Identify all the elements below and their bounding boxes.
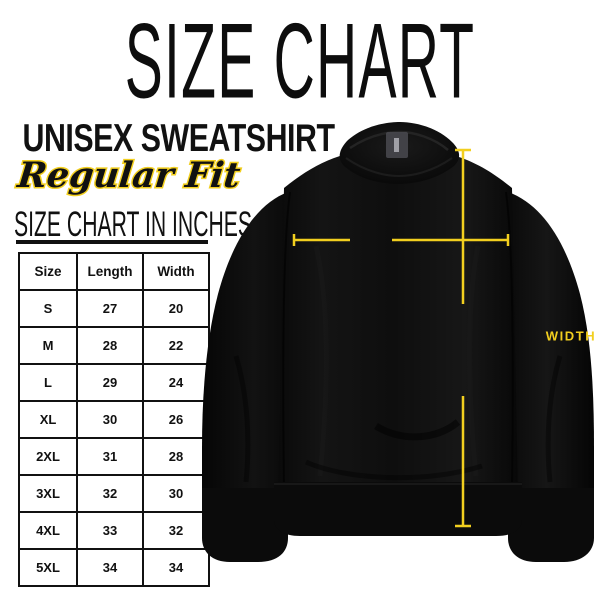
cell-width: 34 — [142, 548, 210, 587]
table-header-row: Size Length Width — [18, 252, 210, 291]
table-row: 5XL 34 34 — [18, 548, 210, 587]
right-shoulder-seam — [505, 191, 514, 489]
bottom-hem — [274, 482, 522, 536]
sweatshirt-svg — [202, 122, 594, 562]
cell-size: L — [18, 363, 78, 402]
column-header-length: Length — [76, 252, 144, 291]
fabric-fold — [233, 355, 251, 483]
left-shoulder-seam — [282, 191, 291, 489]
right-sleeve — [508, 192, 594, 526]
right-cuff — [508, 488, 594, 562]
cell-width: 28 — [142, 437, 210, 476]
cell-length: 28 — [76, 326, 144, 365]
cell-length: 34 — [76, 548, 144, 587]
fabric-fold — [374, 419, 461, 441]
table-row: 4XL 33 32 — [18, 511, 210, 550]
fabric-fold — [545, 355, 563, 483]
table-row: L 29 24 — [18, 363, 210, 402]
table-row: XL 30 26 — [18, 400, 210, 439]
fabric-fold — [467, 245, 481, 477]
column-header-size: Size — [18, 252, 78, 291]
cell-length: 32 — [76, 474, 144, 513]
page-title: SIZE CHART — [124, 2, 476, 121]
cell-size: 4XL — [18, 511, 78, 550]
sweatshirt-illustration: WIDTH LENGTH — [196, 96, 600, 576]
fabric-fold — [304, 459, 483, 481]
cell-size: 3XL — [18, 474, 78, 513]
cell-size: 2XL — [18, 437, 78, 476]
table-row: S 27 20 — [18, 289, 210, 328]
fabric-fold — [313, 245, 329, 477]
table-row: 2XL 31 28 — [18, 437, 210, 476]
heading-underline — [16, 240, 208, 244]
left-sleeve — [202, 192, 288, 526]
cell-length: 31 — [76, 437, 144, 476]
cell-width: 24 — [142, 363, 210, 402]
cell-width: 22 — [142, 326, 210, 365]
neck-tag-print — [394, 138, 399, 152]
cell-size: XL — [18, 400, 78, 439]
cell-length: 30 — [76, 400, 144, 439]
cell-size: 5XL — [18, 548, 78, 587]
width-measurement-label: WIDTH — [545, 328, 597, 344]
collar-rib — [345, 157, 453, 178]
sweatshirt-body — [278, 148, 518, 494]
column-header-width: Width — [142, 252, 210, 291]
left-cuff — [202, 488, 288, 562]
table-row: 3XL 32 30 — [18, 474, 210, 513]
cell-size: S — [18, 289, 78, 328]
cell-length: 27 — [76, 289, 144, 328]
cell-length: 33 — [76, 511, 144, 550]
cell-width: 20 — [142, 289, 210, 328]
cell-length: 29 — [76, 363, 144, 402]
units-heading: SIZE CHART IN INCHES — [14, 205, 253, 245]
table-row: M 28 22 — [18, 326, 210, 365]
cell-width: 30 — [142, 474, 210, 513]
size-table: Size Length Width S 27 20 M 28 22 L 29 2… — [18, 252, 210, 587]
cell-size: M — [18, 326, 78, 365]
cell-width: 26 — [142, 400, 210, 439]
